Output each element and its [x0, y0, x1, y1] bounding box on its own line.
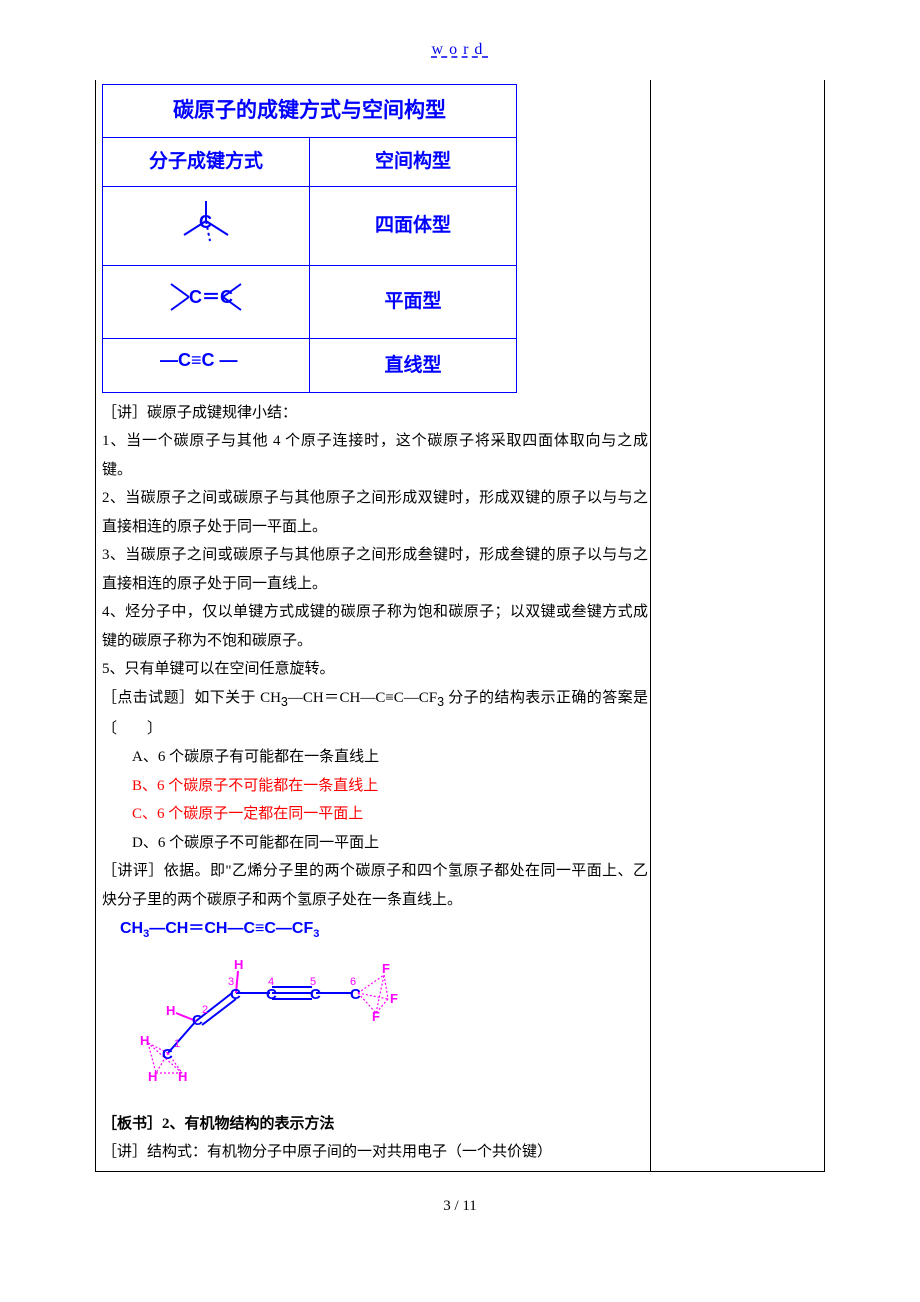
svg-text:H: H: [234, 957, 243, 972]
svg-text:5: 5: [310, 976, 316, 988]
formula: CH3—CH＝CH—C≡C—CF3: [102, 914, 648, 945]
f0: CH: [120, 920, 143, 937]
svg-text:F: F: [372, 1009, 380, 1024]
right-column: [651, 80, 806, 1170]
svg-text:H: H: [148, 1069, 157, 1081]
f3: 3: [313, 928, 319, 940]
table-head-row: 分子成键方式 空间构型: [103, 138, 517, 187]
svg-text:C: C: [266, 986, 277, 1003]
writing-line: ［讲］结构式：有机物分子中原子间的一对共用电子（一个共价键）: [102, 1138, 648, 1167]
header-link[interactable]: word: [432, 41, 489, 58]
table-title: 碳原子的成键方式与空间构型: [103, 85, 517, 138]
page-container: word 碳原子的成键方式与空间构型 分子成键方式 空间构型: [0, 0, 920, 1245]
writing-heading: ［板书］2、有机物结构的表示方法: [102, 1110, 648, 1139]
stem-a: ［点击试题］如下关于 CH: [102, 690, 281, 706]
svg-text:H: H: [178, 1069, 187, 1081]
svg-text:C＝C: C＝C: [189, 287, 233, 307]
option-b: B、6 个碳原子不可能都在一条直线上: [102, 772, 648, 801]
geom-2: 平面型: [310, 265, 517, 339]
rule-5: 5、只有单键可以在空间任意旋转。: [102, 655, 648, 684]
stem-b: —CH＝CH—C≡C—CF: [288, 690, 437, 706]
svg-text:C: C: [162, 1046, 173, 1063]
bonding-table: 碳原子的成键方式与空间构型 分子成键方式 空间构型: [102, 84, 517, 392]
table-title-row: 碳原子的成键方式与空间构型: [103, 85, 517, 138]
svg-text:1: 1: [174, 1038, 180, 1050]
svg-text:F: F: [382, 961, 390, 976]
left-column: 碳原子的成键方式与空间构型 分子成键方式 空间构型: [96, 80, 651, 1170]
bond-double-icon: C＝C: [103, 265, 310, 339]
table-row: —C≡C — 直线型: [103, 339, 517, 393]
svg-text:F: F: [390, 991, 398, 1006]
svg-text:H: H: [166, 1003, 175, 1018]
bond-triple-icon: —C≡C —: [103, 339, 310, 393]
page-number: 3 / 11: [95, 1192, 825, 1221]
table-row: C＝C 平面型: [103, 265, 517, 339]
question-stem: ［点击试题］如下关于 CH3—CH＝CH—C≡C—CF3 分子的结构表示正确的答…: [102, 684, 648, 743]
option-d: D、6 个碳原子不可能都在同一平面上: [102, 829, 648, 858]
molecular-diagram: C C C C C C H H H H H F: [102, 945, 648, 1092]
svg-text:C: C: [230, 986, 241, 1003]
f2: —CH＝CH—C≡C—CF: [149, 920, 313, 937]
svg-text:6: 6: [350, 976, 356, 988]
col-head-1: 分子成键方式: [103, 138, 310, 187]
geom-3: 直线型: [310, 339, 517, 393]
svg-text:C: C: [199, 212, 212, 232]
geom-1: 四面体型: [310, 187, 517, 266]
rule-1: 1、当一个碳原子与其他 4 个原子连接时，这个碳原子将采取四面体取向与之成键。: [102, 427, 648, 484]
content: 碳原子的成键方式与空间构型 分子成键方式 空间构型: [95, 80, 825, 1171]
lecture-heading: ［讲］碳原子成键规律小结：: [102, 399, 648, 428]
svg-text:2: 2: [202, 1004, 208, 1016]
option-c: C、6 个碳原子一定都在同一平面上: [102, 800, 648, 829]
svg-text:H: H: [140, 1033, 149, 1048]
header: word: [95, 35, 825, 65]
svg-text:3: 3: [228, 976, 234, 988]
svg-text:—C≡C —: —C≡C —: [160, 350, 238, 370]
svg-text:C: C: [310, 986, 321, 1003]
svg-text:4: 4: [268, 976, 274, 988]
svg-text:C: C: [350, 986, 361, 1003]
review: ［讲评］依据。即"乙烯分子里的两个碳原子和四个氢原子都处在同一平面上、乙炔分子里…: [102, 857, 648, 914]
option-a: A、6 个碳原子有可能都在一条直线上: [102, 743, 648, 772]
rule-3: 3、当碳原子之间或碳原子与其他原子之间形成叁键时，形成叁键的原子以与与之直接相连…: [102, 541, 648, 598]
bond-single-icon: C: [103, 187, 310, 266]
col-head-2: 空间构型: [310, 138, 517, 187]
rule-2: 2、当碳原子之间或碳原子与其他原子之间形成双键时，形成双键的原子以与与之直接相连…: [102, 484, 648, 541]
table-row: C 四面体型: [103, 187, 517, 266]
rule-4: 4、烃分子中，仅以单键方式成键的碳原子称为饱和碳原子；以双键或叁键方式成键的碳原…: [102, 598, 648, 655]
